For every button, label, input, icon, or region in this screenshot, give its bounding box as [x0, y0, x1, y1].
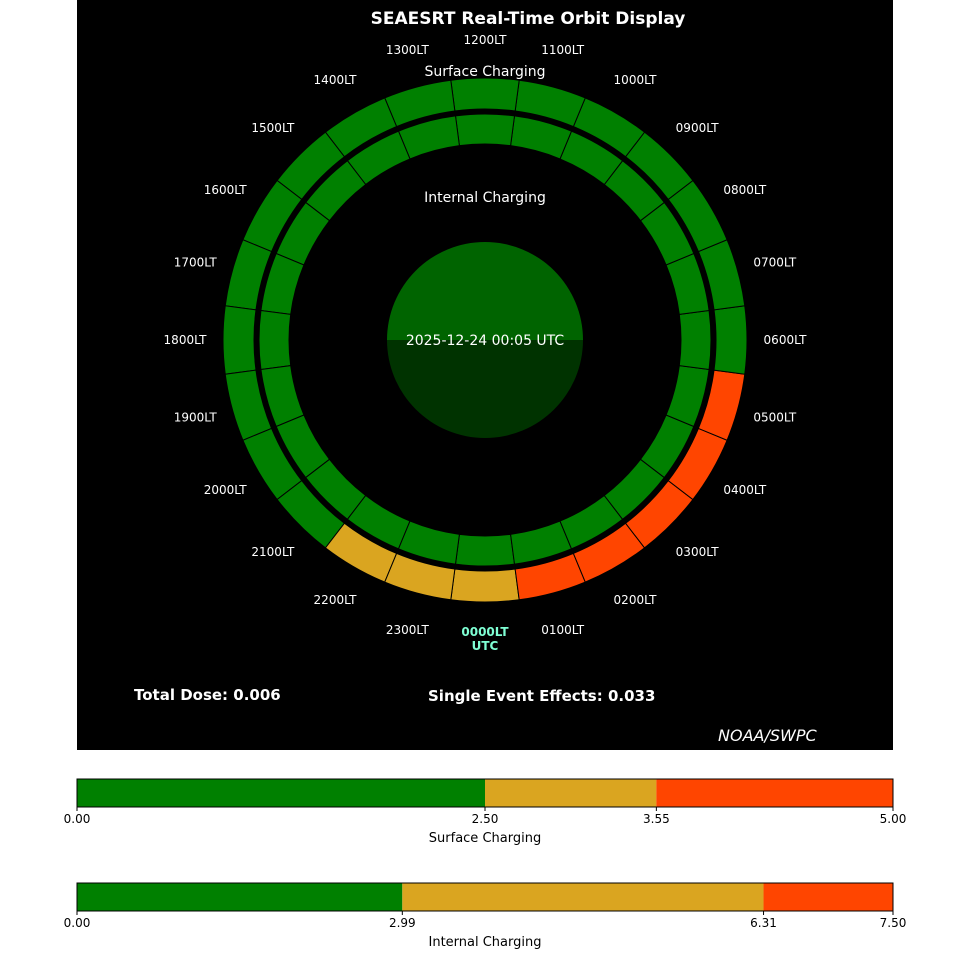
lt-label-0900lt: 0900LT — [676, 121, 720, 135]
internal-colorbar-band-2 — [402, 883, 764, 911]
lt-label-0300lt: 0300LT — [676, 545, 720, 559]
internal-colorbar-frame — [76, 882, 894, 912]
lt-label-0400lt: 0400LT — [723, 483, 767, 497]
lt-label-1400lt: 1400LT — [314, 73, 358, 87]
surface-charging-label: Surface Charging — [424, 64, 545, 80]
lt-label-1300lt: 1300LT — [386, 43, 430, 57]
lt-label-1900lt: 1900LT — [174, 411, 218, 425]
lt-label-1600lt: 1600LT — [204, 183, 248, 197]
lt-label-0600lt: 0600LT — [764, 333, 808, 347]
internal-segment-2300lt — [397, 520, 460, 565]
earth-day-half — [387, 242, 583, 340]
lt-label-0100lt: 0100LT — [541, 623, 585, 637]
internal-colorbar-tick-label-0: 0.00 — [64, 916, 91, 930]
internal-charging-label: Internal Charging — [424, 190, 546, 206]
surface-charging-ring — [222, 77, 748, 603]
single-event-effects: Single Event Effects: 0.033 — [428, 687, 655, 705]
lt-label-1200lt: 1200LT — [464, 33, 508, 47]
surface-colorbar-band-1 — [77, 779, 485, 807]
internal-segment-1800lt — [258, 309, 292, 371]
surface-segment-1200lt — [450, 77, 520, 112]
lt-label-1000lt: 1000LT — [614, 73, 658, 87]
internal-charging-colorbar: 0.00 2.99 6.31 7.50 Internal Charging — [64, 882, 907, 950]
earth-night-half — [387, 340, 583, 438]
surface-segment-1800lt — [222, 305, 257, 375]
surface-colorbar-tick-label-3: 5.00 — [880, 812, 907, 826]
lt-label-1100lt: 1100LT — [541, 43, 585, 57]
credit: NOAA/SWPC — [718, 726, 817, 745]
surface-colorbar-tick-label-2: 3.55 — [643, 812, 670, 826]
internal-colorbar-band-3 — [763, 883, 893, 911]
total-dose: Total Dose: 0.006 — [134, 686, 281, 704]
surface-segment-2300lt — [384, 552, 456, 601]
internal-segment-1200lt — [454, 113, 516, 147]
surface-segment-0600lt — [713, 305, 748, 375]
surface-segment-0000lt — [450, 568, 520, 603]
surface-colorbar-band-3 — [656, 779, 893, 807]
internal-segment-0600lt — [678, 309, 712, 371]
surface-colorbar-tick-label-1: 2.50 — [472, 812, 499, 826]
lt-label-1500lt: 1500LT — [251, 121, 295, 135]
lt-label-0200lt: 0200LT — [614, 593, 658, 607]
internal-colorbar-label: Internal Charging — [429, 935, 542, 950]
lt-label-2000lt: 2000LT — [204, 483, 248, 497]
earth — [387, 242, 583, 438]
lt-label-0700lt: 0700LT — [753, 255, 797, 269]
lt-label-0500lt: 0500LT — [753, 411, 797, 425]
surface-colorbar-label: Surface Charging — [429, 831, 541, 846]
lt-label-1700lt: 1700LT — [174, 255, 218, 269]
surface-charging-colorbar: 0.00 2.50 3.55 5.00 Surface Charging — [64, 778, 907, 846]
lt-label-0800lt: 0800LT — [723, 183, 767, 197]
internal-segment-0000lt — [454, 533, 516, 567]
internal-colorbar-tick-label-3: 7.50 — [880, 916, 907, 930]
internal-colorbar-tick-label-1: 2.99 — [389, 916, 416, 930]
timestamp: 2025-12-24 00:05 UTC — [406, 333, 565, 349]
internal-charging-ring — [258, 113, 712, 567]
internal-colorbar-tick-label-2: 6.31 — [750, 916, 777, 930]
surface-colorbar-band-2 — [485, 779, 657, 807]
lt-label-utc: UTC — [472, 639, 499, 653]
internal-colorbar-band-1 — [77, 883, 403, 911]
surface-colorbar-tick-label-0: 0.00 — [64, 812, 91, 826]
lt-label-1800lt: 1800LT — [164, 333, 208, 347]
lt-label-current: 0000LT — [461, 625, 509, 639]
lt-label-2200lt: 2200LT — [314, 593, 358, 607]
chart-title: SEAESRT Real-Time Orbit Display — [371, 9, 686, 29]
lt-label-2300lt: 2300LT — [386, 623, 430, 637]
ring-divider — [254, 109, 716, 571]
lt-label-2100lt: 2100LT — [251, 545, 295, 559]
